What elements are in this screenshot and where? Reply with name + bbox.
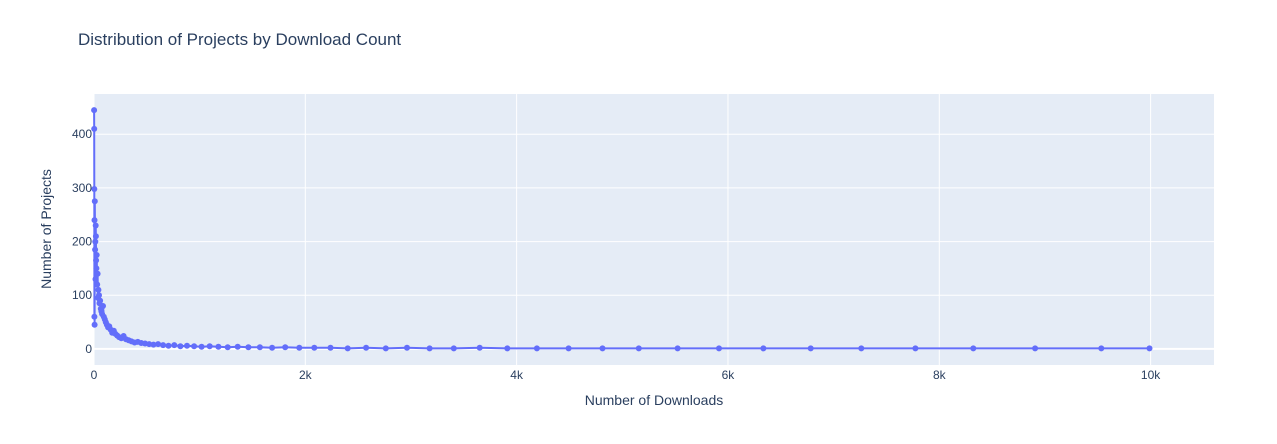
data-point[interactable] <box>504 345 511 352</box>
y-axis-ticks: 0 100 200 300 400 <box>72 127 92 356</box>
data-point[interactable] <box>91 186 98 192</box>
data-point[interactable] <box>100 303 106 309</box>
data-point[interactable] <box>450 345 457 352</box>
data-point[interactable] <box>155 341 162 348</box>
chart-title: Distribution of Projects by Download Cou… <box>78 30 401 49</box>
data-point[interactable] <box>92 276 99 283</box>
x-tick-label: 6k <box>722 368 736 382</box>
data-point[interactable] <box>363 344 370 351</box>
data-point[interactable] <box>150 341 157 348</box>
y-tick-label: 400 <box>72 127 92 141</box>
data-point[interactable] <box>93 252 100 258</box>
data-point[interactable] <box>269 344 276 351</box>
data-point[interactable] <box>91 107 98 114</box>
data-point[interactable] <box>91 125 98 132</box>
data-point[interactable] <box>858 345 865 352</box>
data-point[interactable] <box>91 321 98 328</box>
data-point[interactable] <box>184 342 190 349</box>
data-point[interactable] <box>256 344 263 351</box>
data-point[interactable] <box>404 344 410 351</box>
data-point[interactable] <box>95 286 102 293</box>
data-point[interactable] <box>476 344 483 351</box>
data-point[interactable] <box>93 257 100 264</box>
x-axis-title: Number of Downloads <box>585 392 724 408</box>
data-point[interactable] <box>635 345 642 352</box>
y-tick-label: 0 <box>85 342 92 356</box>
plot-background <box>94 94 1214 365</box>
data-point[interactable] <box>92 222 99 229</box>
data-point[interactable] <box>807 345 814 352</box>
x-tick-label: 8k <box>933 368 947 382</box>
data-point[interactable] <box>296 344 303 351</box>
x-tick-label: 2k <box>299 368 313 382</box>
data-point[interactable] <box>191 343 198 350</box>
data-point[interactable] <box>311 344 318 351</box>
data-point[interactable] <box>426 345 433 352</box>
data-point[interactable] <box>165 342 172 349</box>
x-tick-label: 0 <box>91 368 98 382</box>
data-point[interactable] <box>970 345 977 352</box>
data-point[interactable] <box>215 343 222 350</box>
data-point[interactable] <box>198 343 205 350</box>
data-point[interactable] <box>206 343 213 350</box>
y-tick-label: 100 <box>72 288 92 302</box>
data-point[interactable] <box>96 292 102 299</box>
data-point[interactable] <box>1098 345 1105 352</box>
y-tick-label: 300 <box>72 181 92 195</box>
data-point[interactable] <box>382 345 389 352</box>
x-axis-ticks: 0 2k 4k 6k 8k 10k <box>91 368 1162 382</box>
data-point[interactable] <box>1146 345 1153 352</box>
series-layer <box>91 107 1153 352</box>
data-point[interactable] <box>599 345 606 352</box>
data-point[interactable] <box>760 345 767 352</box>
x-tick-label: 4k <box>510 368 524 382</box>
data-point[interactable] <box>94 281 101 288</box>
data-point[interactable] <box>92 246 99 253</box>
data-point[interactable] <box>912 345 919 352</box>
data-point[interactable] <box>97 297 104 304</box>
x-tick-label: 10k <box>1141 368 1161 382</box>
data-point[interactable] <box>282 344 289 351</box>
data-point[interactable] <box>94 270 101 277</box>
data-point[interactable] <box>91 217 98 224</box>
y-axis-title: Number of Projects <box>38 169 54 289</box>
y-tick-label: 200 <box>72 235 92 249</box>
data-point[interactable] <box>716 345 722 352</box>
data-point[interactable] <box>92 233 99 240</box>
data-point[interactable] <box>160 342 167 349</box>
data-point[interactable] <box>92 238 99 245</box>
data-point[interactable] <box>234 343 241 350</box>
data-point[interactable] <box>1032 345 1039 352</box>
data-point[interactable] <box>91 313 98 320</box>
data-point[interactable] <box>533 345 540 352</box>
data-point[interactable] <box>177 343 184 350</box>
data-point[interactable] <box>565 345 572 352</box>
data-point[interactable] <box>344 345 351 352</box>
data-point[interactable] <box>245 344 252 351</box>
data-point[interactable] <box>224 344 231 351</box>
data-point[interactable] <box>327 344 334 351</box>
data-point[interactable] <box>171 342 178 349</box>
data-point[interactable] <box>674 345 681 352</box>
data-point[interactable] <box>91 198 98 205</box>
data-point[interactable] <box>93 265 100 272</box>
